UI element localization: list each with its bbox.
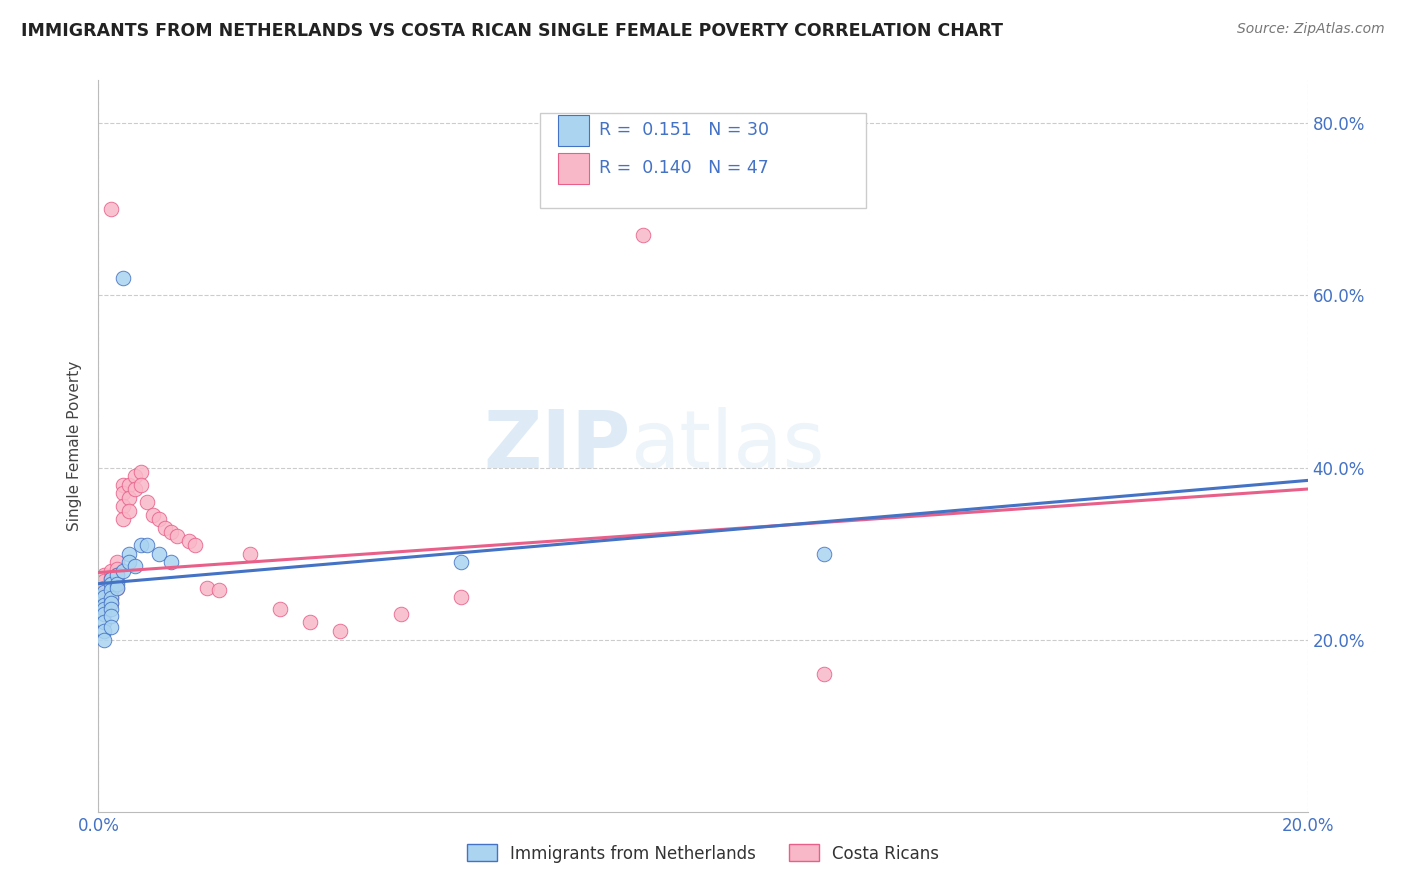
Text: R =  0.151   N = 30: R = 0.151 N = 30 [599, 121, 769, 139]
Point [148, 512, 170, 526]
Point [239, 547, 262, 561]
Point [129, 465, 152, 479]
Point [135, 495, 157, 509]
Point [299, 615, 322, 630]
Point [111, 271, 134, 285]
Point [135, 538, 157, 552]
Point [93, 602, 115, 616]
Point [93, 632, 115, 647]
Point [100, 591, 122, 606]
Text: R =  0.140   N = 47: R = 0.140 N = 47 [599, 159, 769, 177]
Text: atlas: atlas [630, 407, 825, 485]
Point [153, 521, 176, 535]
Point [269, 602, 291, 616]
Point [118, 491, 141, 505]
Point [105, 568, 128, 582]
Point [93, 585, 115, 599]
Text: Source: ZipAtlas.com: Source: ZipAtlas.com [1237, 22, 1385, 37]
Text: ZIP: ZIP [484, 407, 630, 485]
Point [184, 538, 207, 552]
Point [148, 547, 170, 561]
Point [129, 538, 152, 552]
Point [100, 564, 122, 578]
Point [124, 559, 146, 574]
Point [100, 576, 122, 591]
Point [329, 624, 352, 638]
Point [93, 607, 115, 621]
Point [93, 624, 115, 638]
Point [813, 547, 835, 561]
Point [93, 615, 115, 630]
Point [166, 529, 188, 543]
Point [118, 555, 141, 569]
Point [142, 508, 165, 522]
Point [129, 477, 152, 491]
Point [111, 512, 134, 526]
Point [100, 576, 122, 591]
Point [105, 581, 128, 595]
Point [450, 590, 472, 604]
Point [118, 477, 141, 491]
Point [813, 667, 835, 681]
Point [160, 555, 183, 569]
Point [160, 524, 183, 539]
Point [93, 598, 115, 612]
Point [195, 581, 218, 595]
Point [100, 596, 122, 610]
Point [118, 503, 141, 517]
Point [105, 568, 128, 582]
Point [93, 581, 115, 595]
Point [111, 564, 134, 578]
Point [93, 594, 115, 608]
Point [179, 533, 201, 548]
Point [124, 469, 146, 483]
Point [389, 607, 412, 621]
Point [93, 568, 115, 582]
Point [93, 599, 115, 614]
Point [105, 574, 128, 588]
Point [208, 582, 231, 597]
Point [100, 597, 122, 611]
Point [100, 573, 122, 587]
Point [93, 574, 115, 588]
Point [105, 555, 128, 569]
Point [100, 571, 122, 585]
Point [100, 582, 122, 597]
Point [118, 547, 141, 561]
Point [100, 620, 122, 634]
Y-axis label: Single Female Poverty: Single Female Poverty [67, 361, 83, 531]
Point [105, 581, 128, 595]
Point [105, 562, 128, 576]
Point [111, 477, 134, 491]
Point [105, 576, 128, 591]
Point [100, 602, 122, 616]
FancyBboxPatch shape [540, 113, 866, 209]
Point [100, 202, 122, 217]
Point [100, 590, 122, 604]
FancyBboxPatch shape [558, 153, 589, 184]
Point [631, 228, 654, 243]
Legend: Immigrants from Netherlands, Costa Ricans: Immigrants from Netherlands, Costa Rican… [460, 838, 946, 869]
Text: IMMIGRANTS FROM NETHERLANDS VS COSTA RICAN SINGLE FEMALE POVERTY CORRELATION CHA: IMMIGRANTS FROM NETHERLANDS VS COSTA RIC… [21, 22, 1002, 40]
Point [100, 582, 122, 597]
Point [100, 608, 122, 623]
Point [111, 500, 134, 514]
Point [450, 555, 472, 569]
Point [93, 588, 115, 602]
Point [111, 486, 134, 500]
FancyBboxPatch shape [558, 115, 589, 146]
Point [93, 590, 115, 604]
Point [124, 482, 146, 496]
